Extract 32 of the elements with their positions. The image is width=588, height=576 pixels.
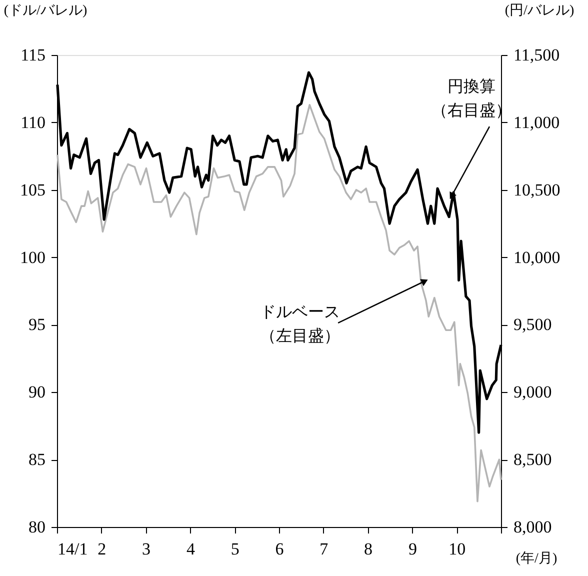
x-tick-label: 4 <box>186 540 196 558</box>
y2-tick-label: 10,000 <box>514 248 560 267</box>
y-tick-label: 95 <box>28 315 46 334</box>
x-tick-label: 2 <box>98 540 106 558</box>
line-series <box>56 104 502 502</box>
y2-tick-label: 11,500 <box>514 46 560 64</box>
x-axis-title: (年/月) <box>516 550 558 566</box>
x-tick-label: 6 <box>275 540 284 558</box>
y2-tick-label: 9,000 <box>514 382 552 402</box>
x-tick-label: 3 <box>142 540 151 558</box>
y2-tick-label: 9,500 <box>514 315 552 334</box>
y-axis-title: (ドル/バレル) <box>4 4 88 18</box>
y-tick-label: 115 <box>20 46 46 64</box>
y2-tick-label: 10,500 <box>514 180 560 200</box>
y2-tick-label: 8,000 <box>514 518 552 536</box>
annotation: 円換算（右目盛） <box>431 78 512 120</box>
annotation: ドルベース（左目盛） <box>260 304 340 345</box>
y2-axis-title: (円/バレル) <box>504 4 574 18</box>
y2-tick-label: 11,000 <box>514 112 560 132</box>
y-tick-label: 85 <box>28 450 46 470</box>
y-tick-label: 80 <box>28 518 46 536</box>
y-tick-label: 90 <box>28 382 46 402</box>
x-tick-label: 5 <box>230 540 240 558</box>
y-tick-label: 110 <box>20 112 46 132</box>
y2-tick-label: 8,500 <box>514 450 552 470</box>
x-tick-label: 10 <box>448 540 466 558</box>
x-tick-label: 8 <box>364 540 373 558</box>
y-tick-label: 100 <box>20 248 46 267</box>
y-tick-label: 105 <box>20 180 46 200</box>
x-tick-label: 14/1 <box>58 540 88 558</box>
x-tick-label: 7 <box>320 540 329 558</box>
x-tick-label: 9 <box>408 540 417 558</box>
